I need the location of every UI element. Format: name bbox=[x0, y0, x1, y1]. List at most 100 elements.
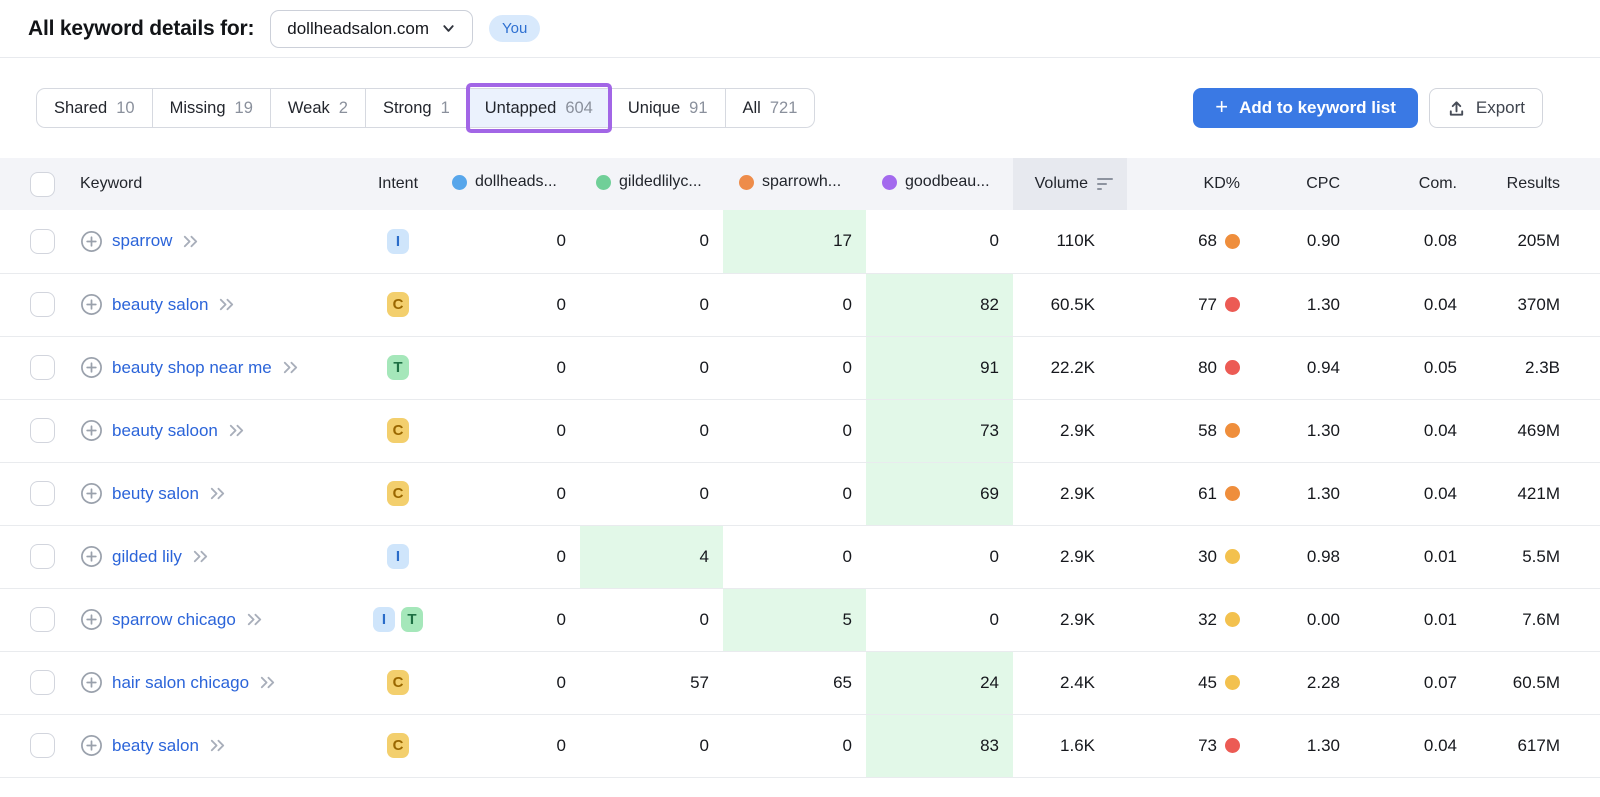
intent-badges: C bbox=[387, 670, 409, 695]
tab-unique[interactable]: Unique 91 bbox=[611, 89, 726, 127]
keyword-link[interactable]: beauty salon bbox=[112, 294, 209, 314]
row-checkbox[interactable] bbox=[30, 418, 55, 443]
add-keyword-icon[interactable] bbox=[80, 482, 103, 505]
keyword-link[interactable]: beauty shop near me bbox=[112, 357, 272, 377]
cell-gildedlily: 0 bbox=[580, 399, 723, 463]
table-row: beaty salon C 0 0 0 83 1.6K 73 1.30 0.04… bbox=[0, 714, 1600, 778]
cell-results: 617M bbox=[1471, 714, 1600, 778]
table-header-row: Keyword Intent dollheads... gildedlilyc.… bbox=[0, 158, 1600, 210]
filter-tabs: Shared 10 Missing 19 Weak 2 Strong 1 Untapped 604… bbox=[36, 83, 816, 133]
competitor-dot-orange bbox=[739, 174, 754, 190]
add-keyword-icon[interactable] bbox=[80, 671, 103, 694]
cell-gildedlily: 0 bbox=[580, 210, 723, 274]
domain-selector[interactable]: dollheadsalon.com bbox=[270, 9, 474, 48]
cell-cpc: 2.28 bbox=[1254, 651, 1354, 715]
row-checkbox[interactable] bbox=[30, 228, 55, 254]
cell-volume: 22.2K bbox=[1013, 336, 1127, 400]
add-keyword-icon[interactable] bbox=[80, 230, 103, 253]
row-checkbox[interactable] bbox=[30, 733, 55, 758]
cell-kd: 73 bbox=[1127, 714, 1254, 778]
column-header-cpc[interactable]: CPC bbox=[1254, 158, 1354, 210]
cell-kd: 45 bbox=[1127, 651, 1254, 715]
row-checkbox[interactable] bbox=[30, 544, 55, 569]
column-header-results[interactable]: Results bbox=[1471, 158, 1600, 210]
double-chevron-icon[interactable] bbox=[191, 547, 210, 566]
tab-strong[interactable]: Strong 1 bbox=[366, 89, 468, 127]
intent-badge-i: I bbox=[373, 607, 395, 632]
intent-badges: C bbox=[387, 418, 409, 443]
intent-badge-i: I bbox=[387, 228, 409, 254]
cell-gildedlily: 0 bbox=[580, 336, 723, 400]
select-all-checkbox[interactable] bbox=[30, 171, 55, 197]
tab-missing[interactable]: Missing 19 bbox=[153, 89, 271, 127]
tab-all[interactable]: All 721 bbox=[726, 89, 815, 127]
add-keyword-icon[interactable] bbox=[80, 545, 103, 568]
tab-count: 1 bbox=[440, 98, 450, 117]
keyword-gap-page: All keyword details for: dollheadsalon.c… bbox=[0, 0, 1600, 778]
cell-sparrow: 0 bbox=[723, 462, 866, 526]
row-checkbox[interactable] bbox=[30, 292, 55, 317]
double-chevron-icon[interactable] bbox=[245, 610, 264, 629]
cell-results: 205M bbox=[1471, 210, 1600, 274]
double-chevron-icon[interactable] bbox=[217, 295, 236, 314]
cell-cpc: 1.30 bbox=[1254, 462, 1354, 526]
toolbar-actions: + Add to keyword list Export bbox=[1193, 88, 1543, 128]
intent-badge-c: C bbox=[387, 418, 409, 443]
you-badge: You bbox=[489, 15, 541, 42]
keyword-link[interactable]: beauty saloon bbox=[112, 420, 218, 440]
intent-badge-c: C bbox=[387, 733, 409, 758]
export-button[interactable]: Export bbox=[1428, 88, 1543, 128]
tab-label: Untapped bbox=[484, 98, 557, 117]
column-header-com[interactable]: Com. bbox=[1354, 158, 1471, 210]
cell-goodbeauty: 24 bbox=[866, 651, 1013, 715]
cell-volume: 60.5K bbox=[1013, 273, 1127, 337]
chevron-down-icon bbox=[443, 25, 454, 32]
double-chevron-icon[interactable] bbox=[258, 673, 277, 692]
keyword-link[interactable]: hair salon chicago bbox=[112, 672, 250, 692]
cell-volume: 110K bbox=[1013, 210, 1127, 274]
double-chevron-icon[interactable] bbox=[208, 736, 227, 755]
keyword-link[interactable]: sparrow bbox=[112, 231, 173, 251]
column-header-competitor-sparrow[interactable]: sparrowh... bbox=[723, 158, 866, 210]
column-header-competitor-gildedlily[interactable]: gildedlilyc... bbox=[580, 158, 723, 210]
add-keyword-icon[interactable] bbox=[80, 356, 103, 379]
intent-badge-i: I bbox=[387, 544, 409, 569]
cell-goodbeauty: 0 bbox=[866, 588, 1013, 652]
intent-badge-c: C bbox=[387, 481, 409, 506]
competitor-dot-purple bbox=[882, 174, 897, 190]
double-chevron-icon[interactable] bbox=[227, 421, 246, 440]
double-chevron-icon[interactable] bbox=[181, 232, 200, 251]
add-keyword-icon[interactable] bbox=[80, 419, 103, 442]
tab-untapped[interactable]: Untapped 604 bbox=[465, 83, 612, 133]
keyword-link[interactable]: beaty salon bbox=[112, 735, 199, 755]
double-chevron-icon[interactable] bbox=[208, 484, 227, 503]
row-checkbox[interactable] bbox=[30, 670, 55, 695]
add-keyword-icon[interactable] bbox=[80, 608, 103, 631]
keyword-link[interactable]: sparrow chicago bbox=[112, 609, 236, 629]
column-header-competitor-goodbeauty[interactable]: goodbeau... bbox=[866, 158, 1013, 210]
row-checkbox[interactable] bbox=[30, 481, 55, 506]
intent-badges: C bbox=[387, 292, 409, 317]
cell-sparrow: 65 bbox=[723, 651, 866, 715]
row-checkbox[interactable] bbox=[30, 607, 55, 632]
kd-difficulty-dot bbox=[1225, 233, 1240, 249]
double-chevron-icon[interactable] bbox=[281, 358, 300, 377]
column-header-kd[interactable]: KD% bbox=[1127, 158, 1254, 210]
add-keyword-icon[interactable] bbox=[80, 734, 103, 757]
keyword-link[interactable]: beuty salon bbox=[112, 483, 199, 503]
keyword-link[interactable]: gilded lily bbox=[112, 546, 182, 566]
cell-results: 469M bbox=[1471, 399, 1600, 463]
tab-shared[interactable]: Shared 10 bbox=[37, 89, 153, 127]
cell-sparrow: 0 bbox=[723, 399, 866, 463]
column-header-competitor-dollheadsalon[interactable]: dollheads... bbox=[436, 158, 580, 210]
page-header: All keyword details for: dollheadsalon.c… bbox=[0, 0, 1600, 58]
add-to-keyword-list-button[interactable]: + Add to keyword list bbox=[1193, 88, 1418, 128]
tab-weak[interactable]: Weak 2 bbox=[271, 89, 366, 127]
cell-goodbeauty: 0 bbox=[866, 210, 1013, 274]
tab-label: Strong bbox=[382, 98, 432, 117]
row-checkbox[interactable] bbox=[30, 355, 55, 380]
cell-com: 0.07 bbox=[1354, 651, 1471, 715]
kd-difficulty-dot bbox=[1225, 360, 1240, 375]
add-keyword-icon[interactable] bbox=[80, 293, 103, 316]
column-header-volume[interactable]: Volume bbox=[1013, 158, 1127, 210]
